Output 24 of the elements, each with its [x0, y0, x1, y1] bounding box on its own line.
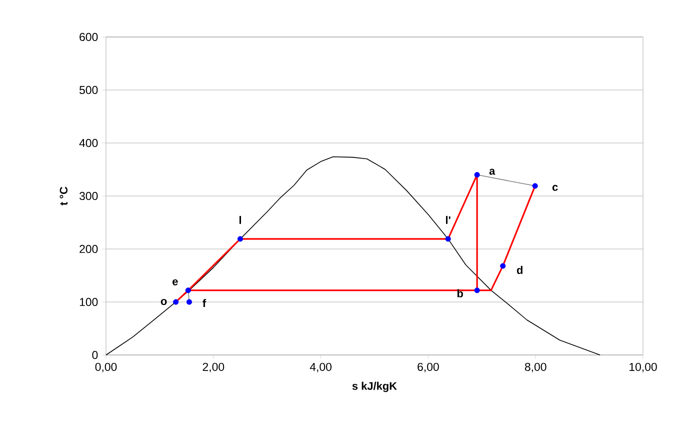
annotation: l'	[446, 216, 450, 224]
y-tick-label: 300	[79, 192, 98, 200]
y-tick-label: 500	[79, 86, 98, 94]
annotation: b	[457, 289, 463, 298]
annotation: e	[172, 279, 178, 286]
y-tick-label: 100	[80, 298, 98, 306]
y-tick-label: 0	[92, 350, 98, 360]
annotation: d	[516, 266, 522, 274]
y-tick-label: 400	[79, 138, 98, 148]
x-tick-label: 8,00	[524, 362, 546, 372]
x-tick-label: 10,00	[630, 362, 657, 372]
x-tick-label: 2,00	[202, 362, 224, 372]
annotation: f	[202, 299, 206, 307]
x-tick-label: 6,00	[418, 362, 439, 372]
annotation: a	[489, 168, 496, 175]
annotation: o	[160, 298, 167, 305]
y-tick-label: 200	[80, 244, 98, 254]
x-axis-title: s kJ/kgK	[352, 382, 397, 392]
y-tick-label: 600	[80, 32, 98, 42]
annotation: l	[240, 216, 241, 224]
x-tick-label: 0,00	[95, 362, 117, 372]
y-axis-title: t °C	[60, 186, 68, 206]
x-tick-label: 4,00	[310, 362, 332, 372]
annotation: c	[552, 184, 558, 191]
